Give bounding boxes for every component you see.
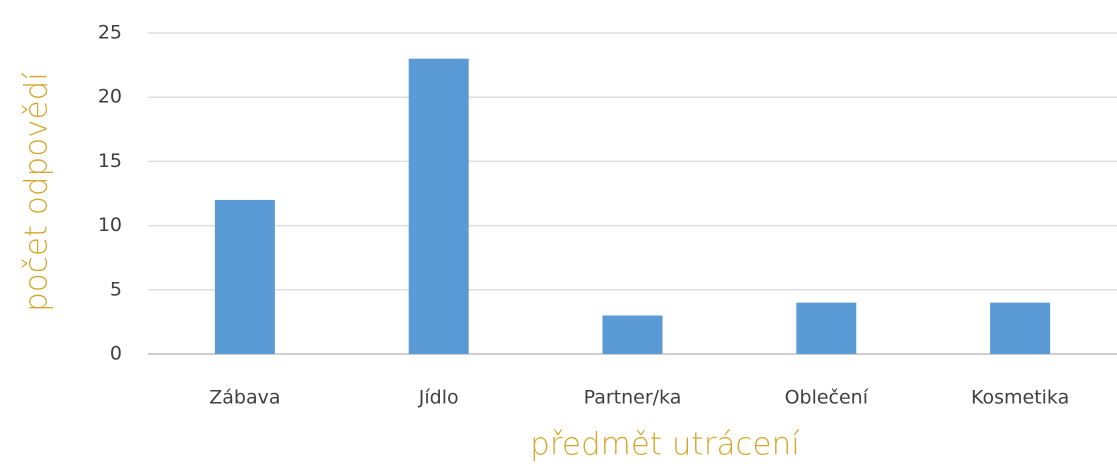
bar (796, 302, 857, 354)
bar (990, 302, 1051, 354)
x-tick-label: Jídlo (418, 387, 459, 409)
x-tick-label: Oblečení (785, 387, 869, 409)
x-tick-label: Kosmetika (971, 387, 1069, 409)
y-tick-label: 10 (98, 214, 122, 236)
y-tick-label: 0 (110, 343, 122, 365)
y-tick-label: 5 (110, 278, 122, 300)
bar (408, 58, 469, 355)
bar (214, 199, 275, 354)
bar (602, 315, 663, 354)
y-tick-label: 15 (98, 150, 122, 172)
y-tick-label: 20 (98, 86, 122, 108)
y-axis-title: počet odpovědí (19, 72, 55, 312)
x-tick-label: Zábava (209, 387, 280, 409)
y-tick-label: 25 (98, 22, 122, 44)
x-axis-title: předmět utrácení (530, 427, 800, 463)
x-tick-label: Partner/ka (584, 387, 682, 409)
